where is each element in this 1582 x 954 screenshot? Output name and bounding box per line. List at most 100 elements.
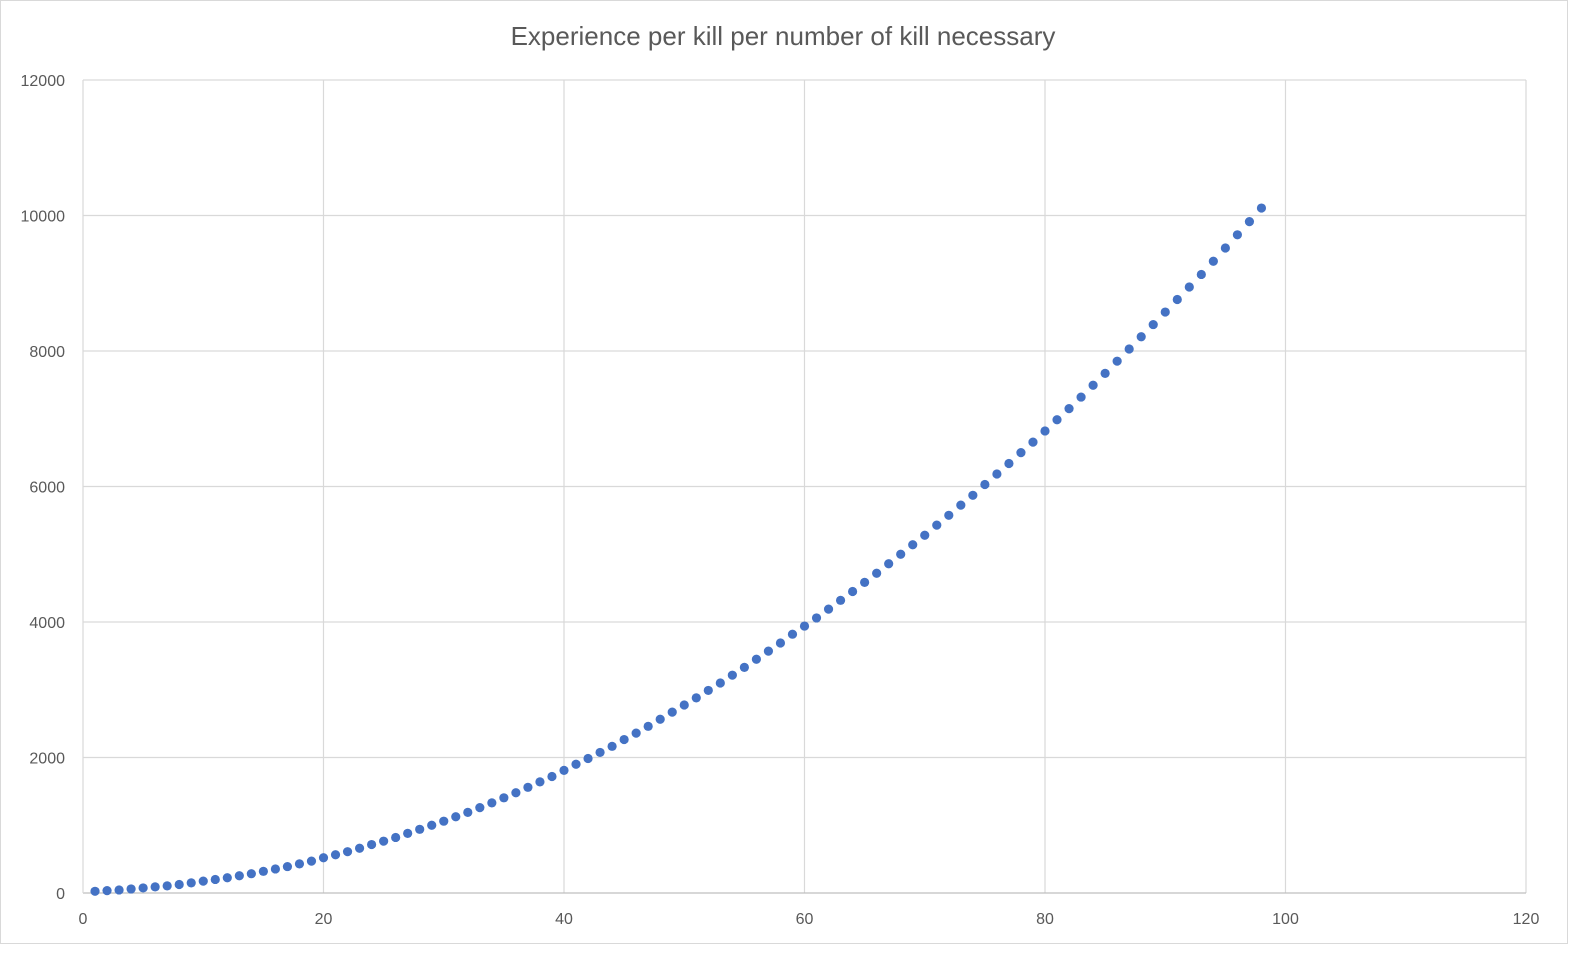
- data-point: [258, 866, 268, 876]
- data-point: [811, 613, 822, 623]
- data-point: [246, 869, 256, 879]
- data-point: [992, 469, 1002, 479]
- axes: [82, 80, 1526, 894]
- data-point: [896, 549, 906, 559]
- data-point: [751, 654, 762, 664]
- data-point: [138, 883, 148, 893]
- data-point: [727, 670, 737, 680]
- data-point: [475, 803, 485, 813]
- data-point: [234, 871, 244, 881]
- y-tick-label: 10000: [21, 209, 66, 226]
- data-point: [427, 820, 437, 830]
- data-point: [403, 828, 413, 838]
- data-point: [511, 788, 521, 798]
- data-point: [968, 490, 978, 500]
- data-point: [126, 884, 136, 894]
- data-point: [210, 874, 220, 885]
- data-point: [799, 621, 810, 631]
- data-point: [823, 604, 834, 614]
- data-point: [354, 843, 365, 853]
- data-point: [944, 510, 954, 520]
- data-point: [523, 782, 533, 792]
- data-point: [499, 793, 509, 803]
- data-point: [1172, 294, 1182, 305]
- data-point: [1016, 448, 1026, 458]
- data-point: [643, 721, 653, 731]
- data-point: [367, 839, 377, 850]
- data-point: [1160, 307, 1170, 317]
- data-points: [90, 203, 1267, 896]
- data-point: [270, 864, 280, 874]
- data-point: [342, 847, 353, 857]
- data-point: [1076, 392, 1086, 402]
- data-point: [1052, 415, 1062, 425]
- data-point: [1064, 403, 1074, 414]
- data-point: [1220, 243, 1230, 253]
- data-point: [775, 638, 786, 648]
- data-point: [763, 646, 774, 656]
- x-tick-label: 120: [1513, 911, 1540, 928]
- data-point: [667, 707, 677, 717]
- data-point: [703, 685, 713, 696]
- x-tick-label: 40: [555, 911, 573, 928]
- data-point: [848, 586, 858, 597]
- data-point: [691, 693, 701, 703]
- data-point: [1256, 203, 1267, 213]
- tick-labels: 0 2000 4000 6000 8000 10000 12000 0 20 40 60 80 100 1…: [21, 73, 1540, 928]
- data-point: [102, 886, 112, 896]
- data-point: [956, 500, 966, 510]
- data-point: [908, 540, 918, 550]
- data-point: [1196, 269, 1206, 280]
- data-point: [739, 662, 749, 672]
- x-tick-label: 100: [1272, 911, 1299, 928]
- data-point: [547, 771, 557, 782]
- chart-title: Experience per kill per number of kill n…: [511, 21, 1056, 51]
- y-tick-label: 6000: [29, 480, 65, 497]
- data-point: [1136, 332, 1146, 342]
- x-tick-label: 0: [79, 911, 88, 928]
- data-point: [198, 876, 208, 886]
- x-tick-label: 60: [796, 911, 814, 928]
- data-point: [1148, 319, 1158, 330]
- data-point: [1244, 216, 1255, 227]
- data-point: [571, 759, 581, 769]
- data-point: [559, 765, 569, 775]
- data-point: [872, 568, 882, 578]
- data-point: [631, 728, 641, 738]
- data-point: [920, 530, 930, 540]
- data-point: [1232, 230, 1242, 240]
- data-point: [114, 885, 124, 895]
- data-point: [294, 859, 305, 869]
- data-point: [787, 629, 798, 639]
- data-point: [1004, 458, 1014, 469]
- data-point: [679, 700, 689, 710]
- data-point: [162, 881, 172, 891]
- data-point: [607, 741, 617, 751]
- data-point: [884, 559, 894, 569]
- data-point: [655, 714, 665, 724]
- data-point: [1028, 437, 1038, 447]
- data-point: [391, 832, 401, 843]
- y-tick-label: 12000: [21, 73, 66, 90]
- x-tick-label: 80: [1036, 911, 1054, 928]
- y-tick-label: 0: [56, 886, 65, 903]
- data-point: [379, 836, 389, 846]
- data-point: [174, 879, 184, 890]
- data-point: [90, 886, 100, 896]
- data-point: [619, 734, 629, 745]
- data-point: [1208, 256, 1218, 266]
- y-tick-label: 8000: [29, 344, 65, 361]
- data-point: [860, 577, 870, 587]
- data-point: [1088, 380, 1098, 390]
- data-point: [1124, 344, 1134, 354]
- data-point: [595, 747, 605, 758]
- data-point: [1040, 426, 1050, 436]
- data-point: [330, 850, 341, 860]
- data-point: [222, 873, 232, 883]
- grid-lines: [83, 79, 1527, 893]
- data-point: [439, 816, 449, 826]
- data-point: [487, 798, 497, 808]
- data-point: [932, 520, 942, 530]
